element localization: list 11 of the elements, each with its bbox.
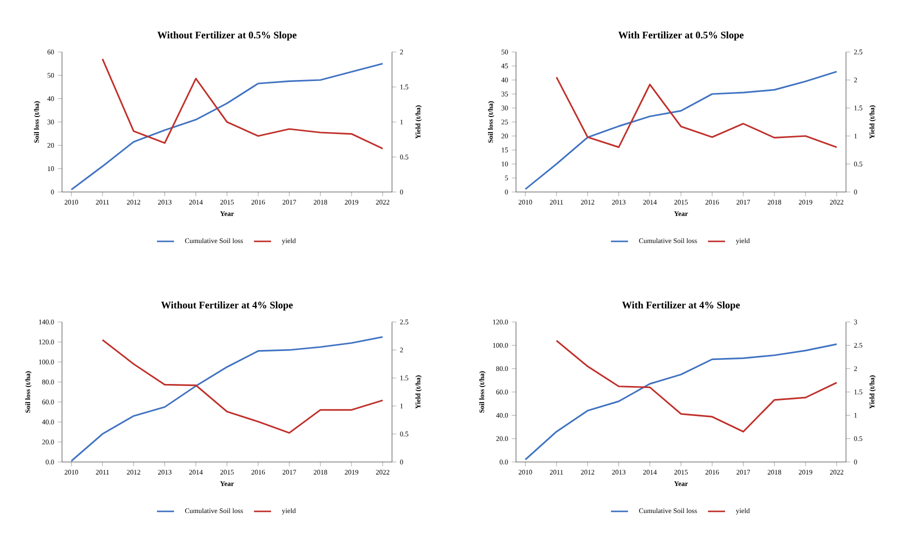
chart-title: With Fertilizer at 4% Slope bbox=[622, 301, 740, 310]
line-series bbox=[556, 340, 838, 432]
line-series bbox=[102, 58, 384, 150]
line-series bbox=[70, 336, 384, 462]
line-series bbox=[556, 76, 838, 148]
chart-title: With Fertilizer at 0.5% Slope bbox=[618, 31, 744, 40]
chart-title: Without Fertilizer at 4% Slope bbox=[161, 301, 293, 310]
line-series bbox=[524, 343, 838, 460]
chart-title: Without Fertilizer at 0.5% Slope bbox=[157, 31, 297, 40]
line-series bbox=[524, 70, 838, 190]
line-series bbox=[102, 339, 384, 434]
